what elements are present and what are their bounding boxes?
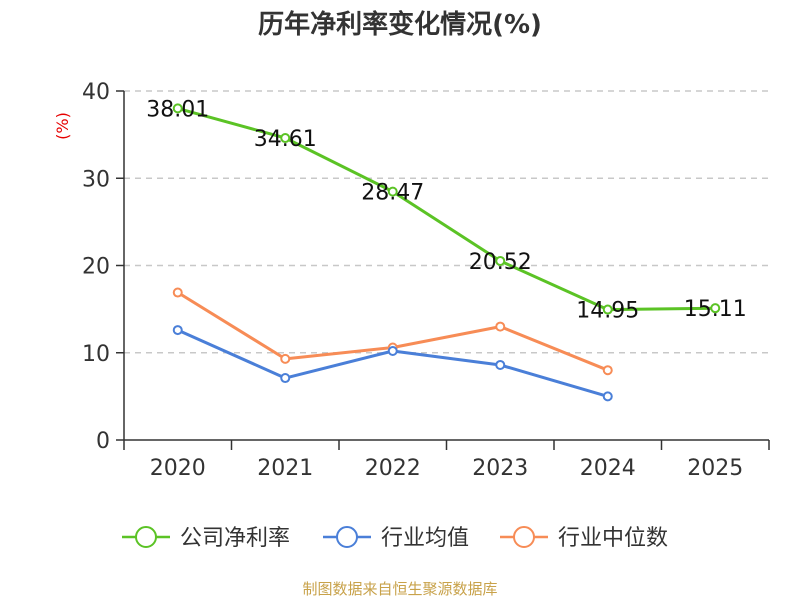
series-line-0 (177, 106, 716, 312)
data-point (387, 346, 398, 357)
y-axis-label: (%) (53, 112, 72, 140)
data-point (495, 359, 506, 370)
data-label: 28.47 (361, 181, 424, 206)
y-tick-label: 20 (82, 255, 110, 280)
data-label: 15.11 (684, 297, 747, 322)
x-tick-label: 2021 (257, 456, 313, 481)
data-point (280, 133, 291, 144)
y-tick-label: 30 (82, 167, 110, 192)
y-tick-label: 10 (82, 342, 110, 367)
data-point (172, 287, 183, 298)
legend-label: 公司净利率 (180, 526, 290, 551)
legend: 公司净利率 行业均值 行业中位数 (122, 526, 668, 551)
legend-marker (513, 526, 535, 548)
x-tick-label: 2020 (150, 456, 206, 481)
x-tick-label: 2023 (472, 456, 528, 481)
legend-label: 行业中位数 (558, 526, 668, 551)
chart-title: 历年净利率变化情况(%) (258, 9, 542, 40)
data-point (602, 391, 613, 402)
data-point (602, 304, 613, 315)
x-tick-label: 2025 (687, 456, 743, 481)
data-point (172, 325, 183, 336)
series-lines (172, 103, 721, 402)
x-tick-label: 2024 (580, 456, 636, 481)
x-tick-label: 2022 (365, 456, 421, 481)
data-point (280, 353, 291, 364)
data-label: 14.95 (576, 299, 639, 324)
grid-lines (124, 90, 769, 354)
source-note: 制图数据来自恒生聚源数据库 (302, 580, 497, 598)
legend-marker (135, 526, 157, 548)
legend-marker (336, 526, 358, 548)
data-point (495, 255, 506, 266)
data-label: 34.61 (254, 127, 317, 152)
data-labels: 38.01 34.61 28.47 20.52 14.95 15.11 (146, 97, 746, 323)
y-tick-label: 0 (96, 429, 110, 454)
axes: 0 10 20 30 40 2020 2021 2022 2023 2024 2025 (82, 80, 770, 481)
data-point (495, 321, 506, 332)
data-point (280, 373, 291, 384)
data-point (387, 186, 398, 197)
data-point (710, 303, 721, 314)
data-point (172, 103, 183, 114)
series-line-1 (177, 328, 609, 398)
data-label: 20.52 (469, 250, 532, 275)
data-point (602, 365, 613, 376)
data-label: 38.01 (146, 97, 209, 122)
legend-label: 行业均值 (381, 526, 469, 551)
y-tick-label: 40 (82, 80, 110, 105)
